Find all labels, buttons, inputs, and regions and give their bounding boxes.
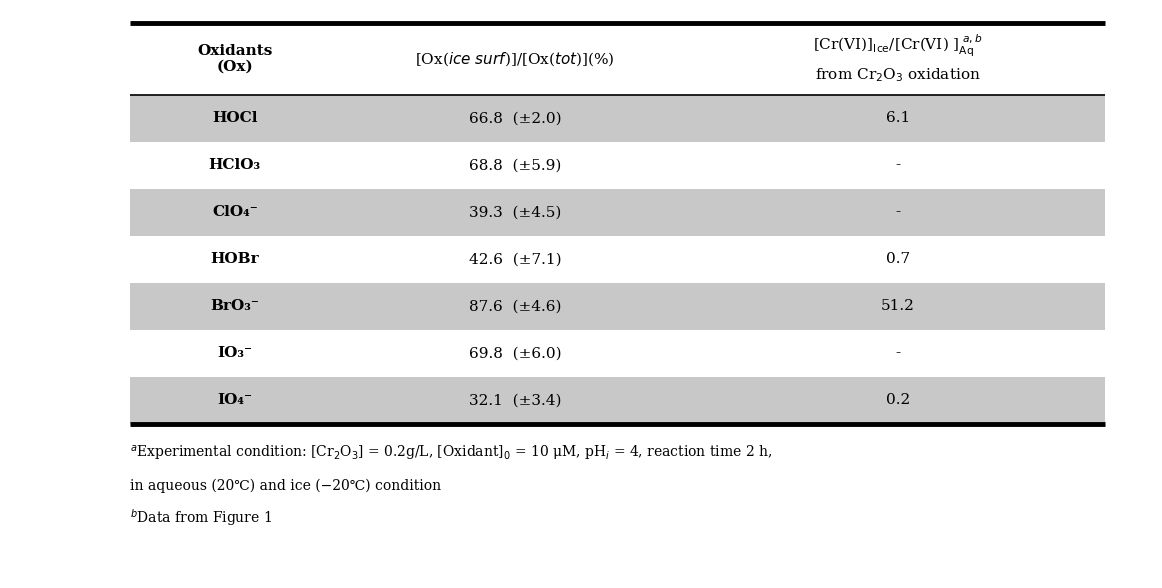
- Bar: [130, 95, 1105, 142]
- Text: $^b$Data from Figure 1: $^b$Data from Figure 1: [130, 507, 272, 529]
- Text: ClO₄⁻: ClO₄⁻: [211, 205, 258, 219]
- Text: 32.1  (±3.4): 32.1 (±3.4): [469, 393, 561, 407]
- Text: Oxidants
(Ox): Oxidants (Ox): [198, 44, 273, 74]
- Text: 0.7: 0.7: [885, 252, 910, 266]
- Text: 51.2: 51.2: [881, 299, 914, 313]
- Text: BrO₃⁻: BrO₃⁻: [210, 299, 259, 313]
- Bar: [130, 189, 1105, 236]
- Text: -: -: [895, 346, 901, 360]
- Bar: [130, 377, 1105, 424]
- Text: 39.3  (±4.5): 39.3 (±4.5): [469, 205, 561, 219]
- Bar: [130, 142, 1105, 189]
- Text: 69.8  (±6.0): 69.8 (±6.0): [468, 346, 561, 360]
- Text: HClO₃: HClO₃: [209, 159, 261, 172]
- Text: -: -: [895, 205, 901, 219]
- Text: IO₄⁻: IO₄⁻: [217, 393, 252, 407]
- Text: [Ox($\mathit{ice\ surf}$)]/[Ox($\mathit{tot}$)](%): [Ox($\mathit{ice\ surf}$)]/[Ox($\mathit{…: [415, 50, 615, 68]
- Text: HOBr: HOBr: [210, 252, 259, 266]
- Text: 68.8  (±5.9): 68.8 (±5.9): [469, 159, 561, 172]
- Bar: [130, 23, 1105, 95]
- Text: 42.6  (±7.1): 42.6 (±7.1): [468, 252, 561, 266]
- Bar: [130, 283, 1105, 330]
- Text: HOCl: HOCl: [211, 112, 258, 125]
- Text: in aqueous (20℃) and ice (−20℃) condition: in aqueous (20℃) and ice (−20℃) conditio…: [130, 479, 442, 493]
- Bar: [130, 330, 1105, 377]
- Text: IO₃⁻: IO₃⁻: [217, 346, 252, 360]
- Text: 0.2: 0.2: [885, 393, 910, 407]
- Text: -: -: [895, 159, 901, 172]
- Text: from Cr$_2$O$_3$ oxidation: from Cr$_2$O$_3$ oxidation: [815, 66, 981, 83]
- Bar: [130, 236, 1105, 283]
- Text: 87.6  (±4.6): 87.6 (±4.6): [469, 299, 561, 313]
- Text: 66.8  (±2.0): 66.8 (±2.0): [468, 112, 561, 125]
- Text: [Cr(VI)]$_{\rm Ice}$/[Cr(VI) ]$_{\rm Aq}^{\ a,b}$: [Cr(VI)]$_{\rm Ice}$/[Cr(VI) ]$_{\rm Aq}…: [813, 33, 983, 59]
- Text: 6.1: 6.1: [885, 112, 910, 125]
- Text: $^a$Experimental condition: [Cr$_2$O$_3$] = 0.2g/L, [Oxidant]$_0$ = 10 μM, pH$_i: $^a$Experimental condition: [Cr$_2$O$_3$…: [130, 445, 773, 463]
